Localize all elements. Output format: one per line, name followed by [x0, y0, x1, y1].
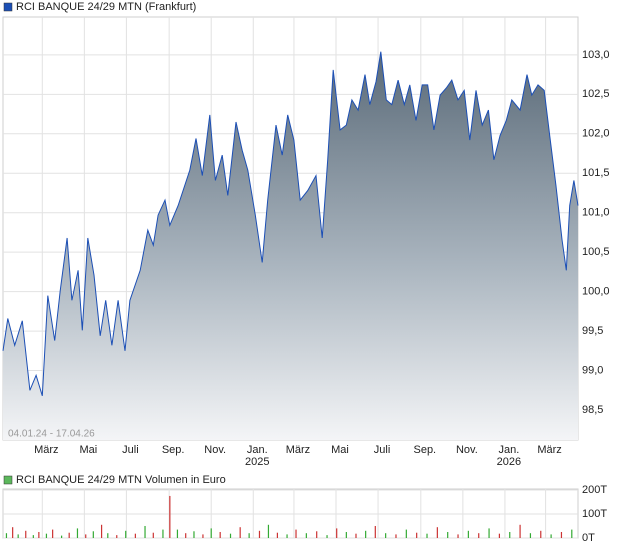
y-tick-label: 102,5 — [582, 88, 610, 100]
volume-bar — [68, 532, 70, 538]
volume-bar — [529, 533, 532, 538]
volume-bar — [125, 530, 127, 538]
volume-bar — [52, 529, 54, 538]
volume-bar — [286, 534, 288, 538]
volume-bar — [210, 528, 212, 538]
volume-bar — [185, 533, 187, 538]
volume-bar — [17, 534, 19, 538]
x-tick-label: Sep. — [162, 444, 185, 456]
volume-bar — [45, 533, 48, 538]
volume-bar — [193, 531, 195, 538]
volume-bar — [571, 529, 573, 538]
volume-bar — [134, 533, 136, 538]
y-tick-label: 99,5 — [582, 325, 603, 337]
volume-bar — [116, 535, 118, 538]
volume-bar — [355, 533, 357, 538]
x-tick-label: Juli — [374, 444, 391, 456]
x-tick-label: März — [537, 444, 561, 456]
volume-bar — [345, 531, 347, 538]
volume-bar — [169, 495, 171, 538]
volume-bar — [467, 530, 469, 538]
volume-bar — [100, 524, 103, 538]
x-tick-label: Sep. — [413, 444, 436, 456]
x-tick-label: Nov. — [204, 444, 226, 456]
volume-bar — [560, 531, 563, 538]
y-tick-label: 100,5 — [582, 246, 610, 258]
x-tick-label: Nov. — [456, 444, 478, 456]
legend-marker — [3, 475, 13, 485]
volume-bar — [219, 531, 221, 538]
volume-bar — [248, 533, 250, 538]
volume-bar — [107, 533, 109, 538]
y-tick-label: 98,5 — [582, 404, 603, 416]
price-legend: RCI BANQUE 24/29 MTN (Frankfurt) — [16, 1, 196, 13]
volume-bar — [385, 533, 387, 538]
volume-bar — [426, 533, 428, 538]
x-tick-label: Mai — [79, 444, 97, 456]
y-tick-label: 200T — [582, 484, 607, 496]
y-tick-label: 101,5 — [582, 167, 610, 179]
volume-legend: RCI BANQUE 24/29 MTN Volumen in Euro — [16, 474, 226, 486]
y-tick-label: 101,0 — [582, 207, 610, 219]
date-range: 04.01.24 - 17.04.26 — [8, 429, 95, 440]
volume-bar — [25, 530, 27, 538]
volume-bar — [405, 529, 407, 538]
volume-bar — [152, 532, 154, 538]
volume-bar — [550, 534, 552, 538]
volume-bar — [540, 530, 542, 538]
volume-bar — [336, 528, 338, 538]
x-tick-sublabel: 2026 — [497, 456, 521, 468]
y-tick-label: 100,0 — [582, 286, 610, 298]
volume-bar — [76, 528, 79, 538]
volume-bar — [38, 531, 40, 538]
volume-bar — [5, 533, 8, 538]
volume-bar — [229, 533, 232, 538]
volume-bar — [92, 531, 94, 538]
x-tick-label: Jan. — [247, 444, 268, 456]
x-tick-label: Juli — [122, 444, 139, 456]
volume-bar — [436, 527, 438, 538]
volume-bar — [276, 532, 279, 538]
x-tick-sublabel: 2025 — [245, 456, 269, 468]
x-tick-label: März — [286, 444, 310, 456]
x-tick-label: Jan. — [499, 444, 520, 456]
volume-bar — [85, 534, 87, 538]
volume-bar — [144, 525, 146, 538]
volume-bar — [32, 535, 34, 538]
volume-bar — [12, 527, 14, 538]
volume-bar — [305, 533, 307, 538]
volume-bar — [498, 533, 501, 538]
volume-bar — [61, 535, 63, 538]
volume-bar — [239, 527, 241, 538]
price-area — [3, 51, 578, 440]
volume-bar — [374, 525, 376, 538]
volume-bar — [478, 533, 480, 538]
x-tick-label: Mai — [331, 444, 349, 456]
volume-bar — [295, 529, 297, 538]
volume-bar — [519, 524, 521, 538]
y-tick-label: 102,0 — [582, 128, 610, 140]
volume-bar — [457, 534, 459, 538]
y-tick-label: 0T — [582, 532, 595, 544]
x-tick-label: März — [34, 444, 58, 456]
y-tick-label: 100T — [582, 508, 607, 520]
volume-bar — [326, 535, 328, 538]
volume-bar — [258, 530, 261, 538]
price-line — [2, 51, 579, 396]
volume-bar — [365, 530, 367, 538]
volume-bar — [316, 531, 318, 538]
volume-bar — [176, 529, 179, 538]
volume-bar — [202, 534, 204, 538]
volume-bar — [416, 532, 418, 538]
volume-bar — [509, 531, 511, 538]
legend-marker — [3, 2, 13, 12]
volume-bar — [447, 531, 449, 538]
volume-bar — [162, 529, 164, 538]
volume-bar — [488, 528, 490, 538]
volume-bar — [267, 524, 270, 538]
volume-bar — [395, 534, 397, 538]
y-tick-label: 103,0 — [582, 49, 610, 61]
y-tick-label: 99,0 — [582, 364, 603, 376]
